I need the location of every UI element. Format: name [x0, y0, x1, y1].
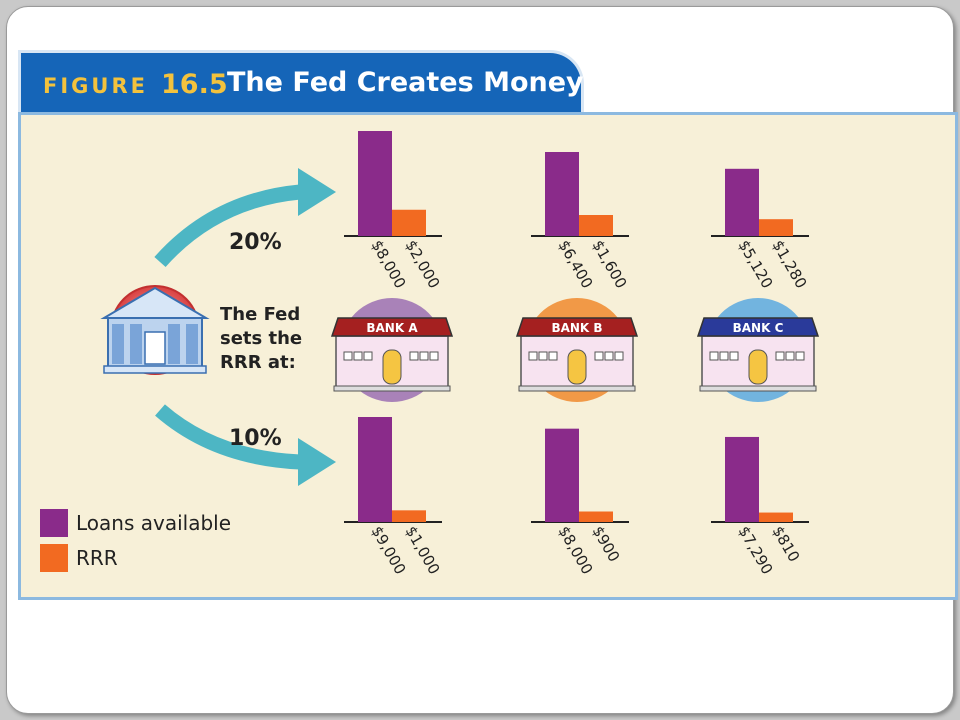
bar-value-label: $900: [589, 523, 624, 565]
banks-group: BANK A BANK B BANK C: [330, 298, 820, 402]
figure-title-tab: FIGURE 16.5 The Fed Creates Money: [18, 50, 584, 112]
loan-bar-20-bank-c: [725, 168, 759, 236]
arrow-down-10: [155, 404, 336, 486]
bank-a-icon: BANK A: [330, 298, 454, 402]
figure-title: The Fed Creates Money: [227, 67, 584, 98]
legend: Loans available RRR: [40, 509, 231, 572]
arrow-up-20: [154, 168, 336, 268]
bank-name-label: BANK A: [366, 321, 418, 335]
bank-name-label: BANK C: [733, 321, 784, 335]
figure-label: FIGURE: [43, 74, 148, 98]
rate-label-10: 10%: [229, 426, 282, 451]
fed-label-line-1: The Fed: [220, 304, 300, 325]
legend-swatch-rrr: [40, 544, 68, 572]
bank-name-label: BANK B: [551, 321, 602, 335]
loan-bar-10-bank-a: [358, 417, 392, 522]
legend-swatch-loans: [40, 509, 68, 537]
rrr-bar-20-bank-a: [392, 209, 426, 236]
rrr-bar-10-bank-c: [759, 512, 793, 522]
federal-reserve-building-icon: [100, 285, 210, 375]
fed-label-line-3: RRR at:: [220, 352, 296, 373]
legend-label-loans: Loans available: [76, 511, 231, 535]
rrr-bar-10-bank-b: [579, 511, 613, 522]
rrr-bar-20-bank-c: [759, 219, 793, 236]
loan-bar-20-bank-b: [545, 152, 579, 236]
bank-b-icon: BANK B: [515, 298, 639, 402]
rrr-bar-20-bank-b: [579, 215, 613, 236]
fed-label-line-2: sets the: [220, 328, 302, 349]
figure-number: 16.5: [161, 69, 228, 100]
loan-bar-10-bank-b: [545, 428, 579, 522]
bank-c-icon: BANK C: [696, 298, 820, 402]
rate-label-20: 20%: [229, 230, 282, 255]
bar-value-label: $810: [769, 523, 804, 565]
legend-label-rrr: RRR: [76, 546, 118, 570]
rrr-bar-10-bank-a: [392, 510, 426, 522]
loan-bar-20-bank-a: [358, 131, 392, 236]
loan-bar-10-bank-c: [725, 436, 759, 522]
